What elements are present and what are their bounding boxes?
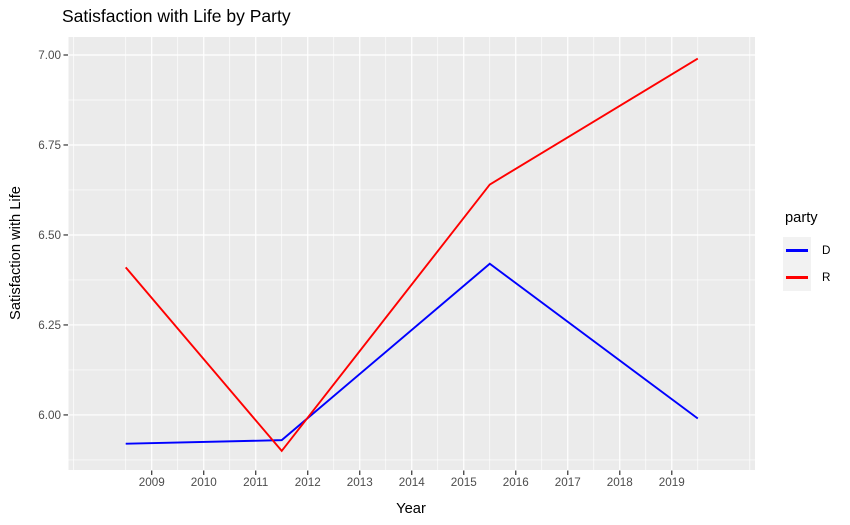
x-tick-label: 2009 (139, 476, 165, 489)
x-tick-label: 2014 (399, 476, 426, 489)
y-tick-label: 6.75 (38, 139, 61, 152)
x-tick-label: 2013 (347, 476, 373, 489)
legend-entry-R: R (783, 264, 830, 291)
chart-title: Satisfaction with Life by Party (62, 6, 291, 26)
y-tick-label: 6.50 (38, 229, 61, 242)
x-tick-label: 2017 (555, 476, 581, 489)
major-gridlines (68, 37, 755, 470)
series-lines (124, 57, 699, 453)
legend-entry-label: D (822, 244, 831, 257)
x-tick-label: 2015 (451, 476, 478, 489)
series-line-R (124, 57, 699, 453)
x-axis-title: Year (396, 501, 426, 517)
x-tick-label: 2016 (503, 476, 529, 489)
y-tick-label: 6.00 (38, 409, 61, 422)
x-tick-labels: 2009 2010 2011 2012 2013 2014 2015 2016 2017 2018… (139, 476, 685, 489)
series-line-D (125, 262, 699, 445)
minor-gridlines (68, 37, 755, 470)
legend-key-line (786, 276, 808, 279)
axis-tick-marks (63, 54, 673, 475)
y-axis-title: Satisfaction with Life (8, 186, 24, 320)
legend-title: party (785, 210, 818, 226)
legend-key (783, 264, 811, 291)
x-tick-label: 2019 (659, 476, 685, 489)
x-tick-label: 2018 (607, 476, 633, 489)
y-tick-label: 7.00 (38, 49, 61, 62)
x-tick-label: 2010 (191, 476, 218, 489)
legend-entry-label: R (822, 271, 831, 284)
legend-key (783, 237, 811, 264)
y-tick-labels: 6.00 6.25 6.50 6.75 7.00 (38, 49, 61, 422)
legend-entry-D: D (783, 237, 830, 264)
x-tick-label: 2011 (243, 476, 268, 489)
y-tick-label: 6.25 (38, 319, 61, 332)
x-tick-label: 2012 (295, 476, 321, 489)
legend-key-line (786, 249, 808, 252)
